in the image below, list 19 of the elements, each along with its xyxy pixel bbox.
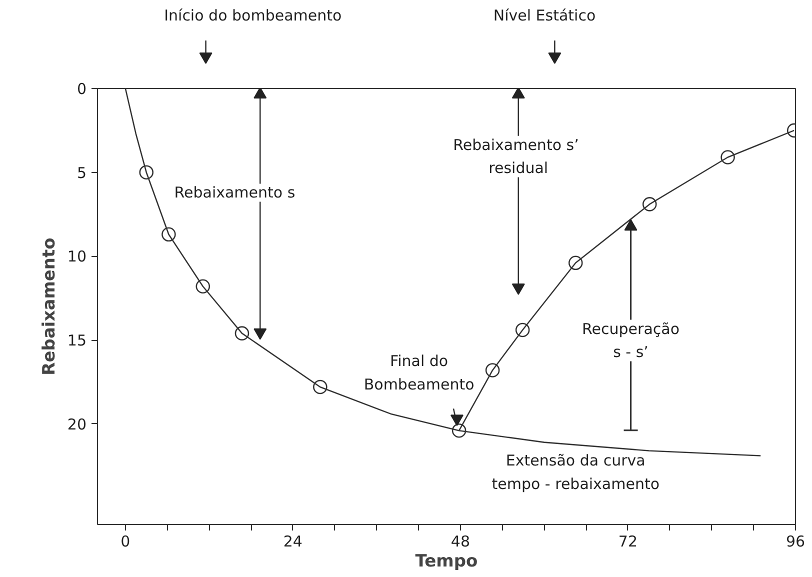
y-tick-label: 5: [76, 164, 87, 182]
x-tick-label: 48: [450, 532, 470, 550]
annotation: Rebaixamento s’ residual: [453, 136, 579, 178]
annotation: Final do Bombeamento: [364, 352, 474, 394]
y-tick-label: 0: [76, 80, 87, 98]
annotation: Extensão da curva tempo - rebaixamento: [492, 451, 660, 493]
y-tick-label: 15: [67, 332, 87, 350]
x-axis-title: Tempo: [415, 552, 478, 572]
x-tick-label: 0: [120, 532, 130, 550]
x-tick-label: 72: [618, 532, 638, 550]
y-tick-label: 10: [67, 248, 87, 266]
annotation: Rebaixamento s: [174, 184, 296, 202]
x-tick-label: 96: [786, 532, 806, 550]
y-tick-label: 20: [67, 415, 87, 434]
text: Início do bombeamento: [164, 6, 342, 24]
text: Nível Estático: [493, 6, 596, 24]
y-axis-title: Rebaixamento: [39, 238, 60, 376]
annotation: Recuperação s - s’: [582, 320, 680, 362]
x-tick-label: 24: [283, 532, 302, 550]
